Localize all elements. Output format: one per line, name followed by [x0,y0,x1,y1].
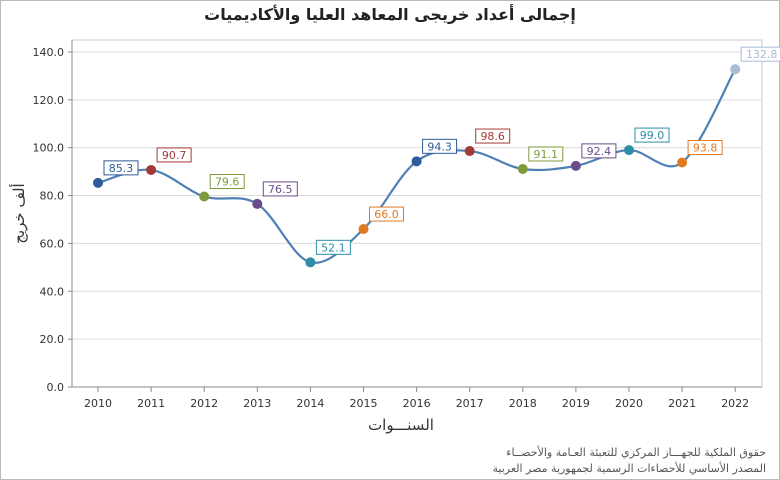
data-label: 66.0 [374,208,399,221]
data-label: 132.8 [746,48,778,61]
y-tick-label: 100.0 [33,142,65,155]
y-tick-label: 120.0 [33,94,65,107]
plot-area [71,39,763,388]
x-tick-label: 2012 [190,397,218,410]
x-tick-label: 2019 [562,397,590,410]
x-tick-label: 2011 [137,397,165,410]
data-label-box [422,138,458,154]
x-tick-label: 2021 [668,397,696,410]
data-label-box [687,140,723,156]
y-tick-label: 40.0 [40,285,65,298]
data-label-box [369,206,404,222]
data-point [570,160,581,171]
data-point [730,64,741,75]
data-point [677,157,688,168]
x-tick-label: 2017 [456,397,484,410]
x-tick-label: 2016 [403,397,431,410]
x-tick-label: 2020 [615,397,643,410]
data-label-box [156,147,192,163]
y-tick-label: 20.0 [40,333,65,346]
data-label: 76.5 [268,183,293,196]
x-tick-label: 2010 [84,397,112,410]
data-label: 94.3 [427,140,452,153]
data-point [411,156,422,167]
data-point [517,163,528,174]
data-label: 91.1 [534,148,559,161]
data-label: 98.6 [480,130,505,143]
footnote-copyright: حقوق الملكية للجهـــاز المركزي للتعبئة ا… [506,446,766,459]
y-tick-label: 140.0 [33,46,65,59]
data-point [464,146,475,157]
data-point [146,164,157,175]
data-point [305,257,316,268]
data-point [624,145,634,156]
y-tick-label: 60.0 [40,237,65,250]
data-label-box [262,181,298,197]
data-label: 99.0 [640,129,665,142]
y-tick-label: 80.0 [40,190,65,203]
data-point [199,191,210,202]
x-tick-label: 2018 [509,397,537,410]
data-point [358,224,369,235]
data-label: 85.3 [109,162,134,175]
data-label-box [528,146,564,162]
data-label-box [103,160,139,176]
data-label-box [209,174,245,190]
footnote-source: المصدر الأساسي للأحصاءات الرسمية لجمهوري… [492,462,766,475]
data-label: 90.7 [162,149,187,162]
data-point [93,177,103,188]
data-label-box [740,46,780,62]
x-tick-label: 2014 [296,397,324,410]
data-label: 52.1 [321,241,346,254]
data-label-box [315,239,351,255]
data-label-box [475,128,511,144]
data-label: 92.4 [587,145,612,158]
x-tick-label: 2015 [350,397,378,410]
data-label: 79.6 [215,176,240,189]
y-axis-title: ألف خريج [9,183,28,243]
data-point [252,198,263,209]
data-label-box [581,143,617,159]
x-tick-label: 2013 [243,397,271,410]
x-tick-label: 2022 [721,397,749,410]
x-axis-title: السنـــوات [368,416,434,434]
y-tick-label: 0.0 [47,381,65,394]
data-label-box [634,127,670,143]
chart-title: إجمالى أعداد خريجى المعاهد العليا والأكا… [204,5,576,24]
data-label: 93.8 [693,142,718,155]
